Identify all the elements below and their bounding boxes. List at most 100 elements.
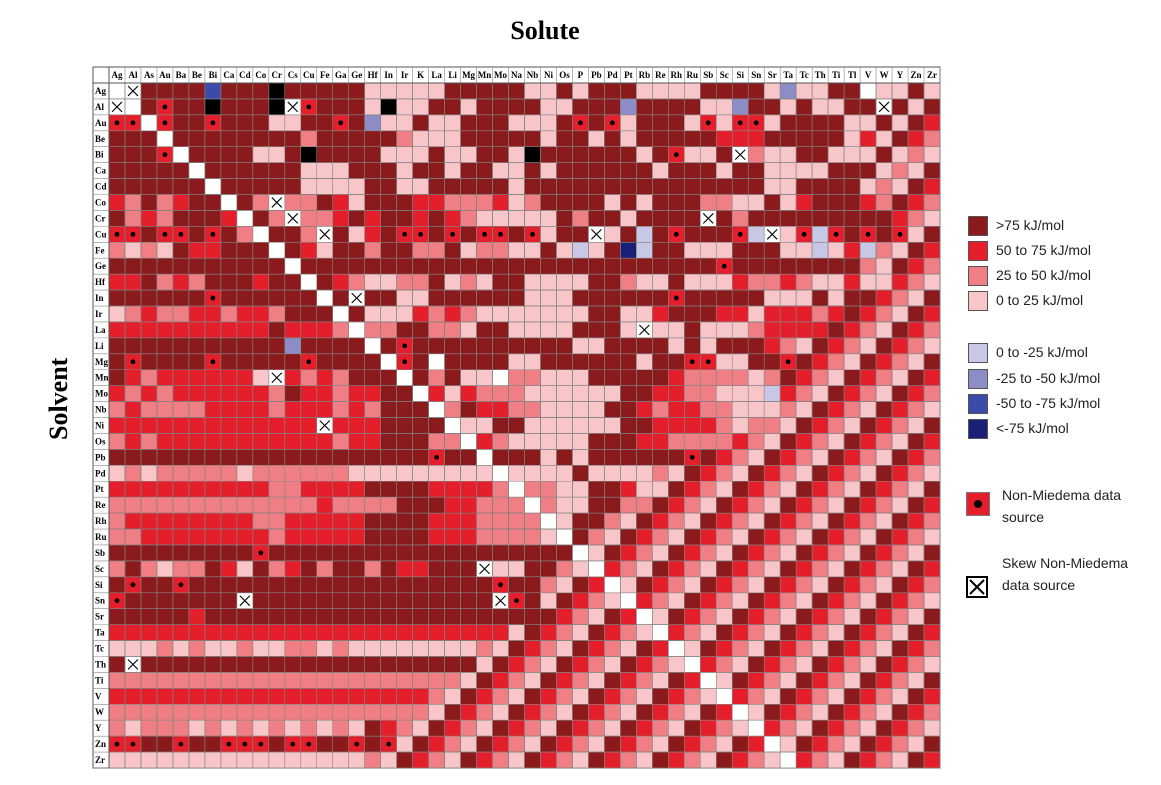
- heatmap-cell: [795, 257, 813, 275]
- heatmap-cell: [316, 544, 333, 562]
- solvent-label: Cu: [95, 229, 107, 239]
- heatmap-cell: [556, 210, 573, 227]
- heatmap-cell: [859, 194, 877, 211]
- heatmap-cell: [380, 624, 397, 641]
- solute-label: Th: [815, 70, 826, 80]
- heatmap-cell: [460, 688, 477, 705]
- solute-label: Fe: [320, 70, 330, 80]
- heatmap-cell: [636, 210, 653, 227]
- heatmap-cell: [747, 98, 765, 116]
- heatmap-cell: [300, 417, 317, 434]
- heatmap-cell: [220, 369, 238, 386]
- heatmap-cell: [508, 544, 525, 562]
- heatmap-cell: [572, 512, 589, 530]
- heatmap-cell: [364, 82, 381, 100]
- heatmap-cell: [204, 481, 222, 498]
- solvent-label: Ir: [95, 309, 103, 319]
- heatmap-cell: [763, 592, 781, 609]
- heatmap-cell: [492, 273, 509, 291]
- solvent-label: Ge: [95, 261, 106, 271]
- heatmap-cell: [508, 496, 525, 514]
- heatmap-cell: [572, 162, 589, 179]
- heatmap-cell: [412, 401, 429, 418]
- heatmap-cell: [268, 481, 286, 498]
- heatmap-cell: [588, 672, 605, 689]
- heatmap-cell: [428, 512, 445, 530]
- heatmap-cell: [396, 98, 413, 116]
- heatmap-cell: [779, 672, 797, 689]
- heatmap-cell: [444, 210, 461, 227]
- heatmap-cell: [412, 210, 429, 227]
- heatmap-cell: [236, 672, 254, 689]
- heatmap-cell: [636, 242, 653, 259]
- heatmap-cell: [156, 560, 174, 578]
- heatmap-cell: [652, 226, 669, 243]
- heatmap-cell: [348, 401, 365, 418]
- heatmap-cell: [508, 114, 525, 132]
- heatmap-cell: [172, 257, 190, 275]
- heatmap-cell: [460, 114, 477, 132]
- heatmap-cell: [795, 162, 813, 179]
- heatmap-cell: [428, 417, 445, 434]
- legend-swatch-gt75: [968, 216, 988, 236]
- heatmap-cell: [316, 210, 333, 227]
- heatmap-cell: [396, 449, 413, 466]
- heatmap-cell: [843, 624, 861, 641]
- heatmap-cell: [779, 417, 797, 434]
- heatmap-cell: [763, 417, 781, 434]
- heatmap-cell: [220, 704, 238, 721]
- heatmap-cell: [492, 194, 509, 211]
- heatmap-cell: [540, 130, 557, 147]
- heatmap-cell: [284, 130, 302, 147]
- heatmap-cell: [588, 496, 605, 514]
- heatmap-cell: [668, 98, 685, 116]
- heatmap-cell: [108, 528, 126, 546]
- heatmap-cell: [412, 130, 429, 147]
- heatmap-cell: [572, 289, 589, 307]
- heatmap-cell: [220, 496, 238, 514]
- heatmap-cell: [172, 82, 190, 100]
- heatmap-cell: [460, 433, 477, 450]
- heatmap-cell: [252, 608, 270, 625]
- heatmap-cell: [859, 496, 877, 514]
- heatmap-cell: [540, 449, 557, 466]
- heatmap-cell: [668, 433, 685, 450]
- heatmap-cell: [843, 385, 861, 402]
- heatmap-cell: [396, 496, 413, 514]
- heatmap-cell: [891, 544, 909, 562]
- heatmap-cell: [108, 481, 126, 498]
- heatmap-cell: [827, 592, 845, 609]
- heatmap-cell: [268, 496, 286, 514]
- heatmap-cell: [220, 449, 238, 466]
- heatmap-cell: [412, 82, 429, 100]
- heatmap-cell: [843, 496, 861, 514]
- heatmap-cell: [572, 273, 589, 291]
- heatmap-cell: [907, 98, 925, 116]
- heatmap-cell: [316, 528, 333, 546]
- heatmap-cell: [747, 194, 765, 211]
- heatmap-cell: [620, 417, 637, 434]
- heatmap-cell: [795, 624, 813, 641]
- heatmap-cell: [236, 321, 254, 339]
- heatmap-cell: [556, 576, 573, 594]
- heatmap-cell: [716, 481, 733, 498]
- heatmap-cell: [604, 130, 621, 147]
- heatmap-cell: [268, 751, 286, 769]
- heatmap-cell: [556, 401, 573, 418]
- heatmap-cell: [684, 560, 701, 578]
- heatmap-cell: [188, 337, 206, 355]
- heatmap-cell: [220, 273, 238, 291]
- heatmap-cell: [172, 512, 190, 530]
- solute-label: Al: [128, 70, 137, 80]
- heatmap-cell: [732, 608, 749, 625]
- heatmap-cell: [204, 98, 222, 116]
- heatmap-cell: [364, 608, 381, 625]
- heatmap-cell: [859, 544, 877, 562]
- heatmap-cell: [316, 560, 333, 578]
- heatmap-cell: [300, 512, 317, 530]
- heatmap-cell: [396, 417, 413, 434]
- heatmap-cell: [572, 146, 589, 163]
- heatmap-cell: [428, 82, 445, 100]
- heatmap-cell: [108, 130, 126, 147]
- heatmap-cell: [763, 210, 781, 227]
